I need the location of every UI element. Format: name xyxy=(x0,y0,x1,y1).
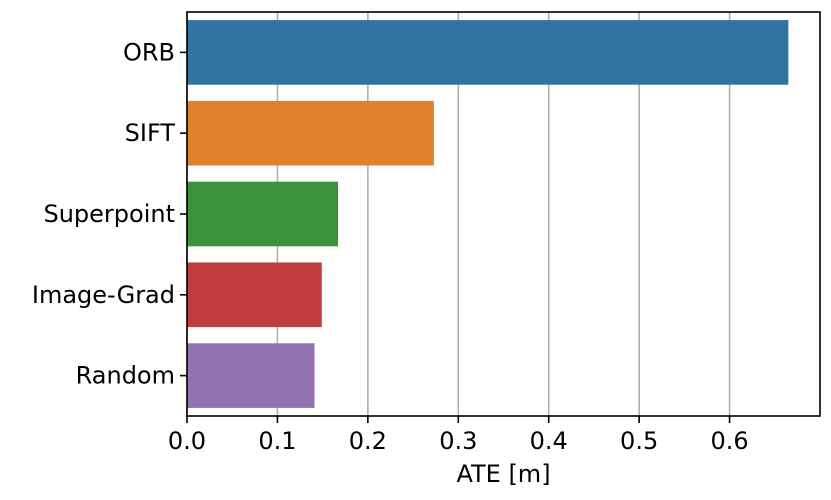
bar-image-grad xyxy=(187,262,322,328)
x-tick-label: 0.0 xyxy=(168,427,206,455)
bar-superpoint xyxy=(187,181,339,247)
bars xyxy=(187,20,789,408)
x-tick-label: 0.4 xyxy=(530,427,568,455)
x-tick-label: 0.3 xyxy=(439,427,477,455)
x-tick-label: 0.1 xyxy=(258,427,296,455)
x-tick-label: 0.2 xyxy=(349,427,387,455)
y-axis-ticks: ORB SIFT Superpoint Image-Grad Random xyxy=(32,38,187,390)
y-tick-label: ORB xyxy=(123,38,175,66)
y-tick-label: SIFT xyxy=(125,119,176,147)
bar-sift xyxy=(187,100,434,166)
x-tick-label: 0.5 xyxy=(620,427,658,455)
y-tick-label: Image-Grad xyxy=(32,281,175,309)
x-tick-label: 0.6 xyxy=(710,427,748,455)
x-axis-label: ATE [m] xyxy=(456,460,550,488)
y-tick-label: Superpoint xyxy=(43,200,175,228)
x-axis-ticks: 0.0 0.1 0.2 0.3 0.4 0.5 0.6 xyxy=(168,416,749,455)
bar-orb xyxy=(187,20,789,85)
y-tick-label: Random xyxy=(76,362,175,390)
bar-random xyxy=(187,343,315,408)
